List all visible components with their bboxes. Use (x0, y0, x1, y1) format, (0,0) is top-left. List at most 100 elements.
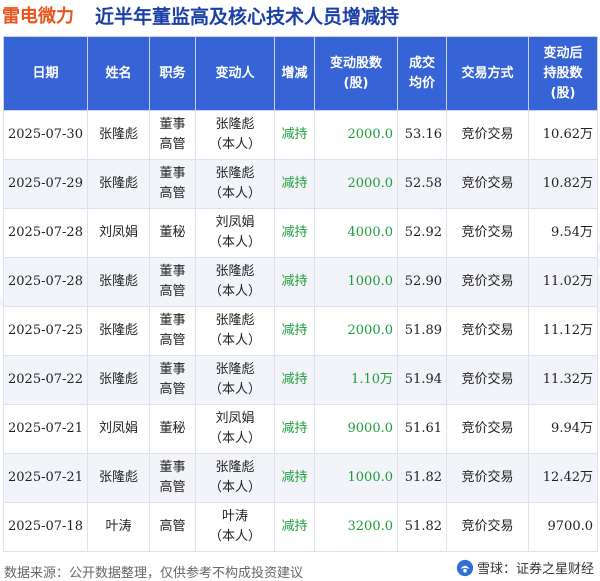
date-cell: 2025-07-21 (3, 453, 88, 503)
snowball-icon (456, 559, 474, 576)
brand-text: 雪球：证券之星财经 (476, 562, 594, 577)
name-cell: 张隆彪 (87, 110, 150, 160)
column-header: 成交 均价 (397, 36, 447, 111)
role-cell: 董秘 (149, 404, 196, 454)
holdings-after-cell: 11.12万 (528, 306, 598, 356)
table-row: 2025-07-25 张隆彪 董事 高管 张隆彪 （本人） 减持 2000.0 51.89 竞… (3, 306, 598, 356)
column-header: 增减 (274, 36, 315, 111)
header: 雷电微力 近半年董监高及核心技术人员增减持 (0, 0, 600, 34)
role-cell: 董秘 (149, 208, 196, 258)
table-row: 2025-07-29 张隆彪 董事 高管 张隆彪 （本人） 减持 2000.0 52.58 竞… (3, 159, 598, 209)
holdings-after-cell: 9.94万 (528, 404, 598, 454)
footer: 数据来源：公开数据整理，仅供参考不构成投资建议 雪球：证券之星财经 (0, 558, 600, 581)
direction-cell: 减持 (274, 257, 315, 307)
role-cell: 董事 高管 (149, 453, 196, 503)
method-cell: 竞价交易 (446, 257, 529, 307)
method-cell: 竞价交易 (446, 355, 529, 405)
changer-cell: 张隆彪 （本人） (195, 355, 275, 405)
brand-label: 雪球：证券之星财经 (456, 558, 594, 577)
date-cell: 2025-07-21 (3, 404, 88, 454)
holdings-after-cell: 10.62万 (528, 110, 598, 160)
name-cell: 张隆彪 (87, 159, 150, 209)
shares-cell: 1000.0 (314, 453, 398, 503)
table-row: 2025-07-28 张隆彪 董事 高管 张隆彪 （本人） 减持 1000.0 52.90 竞… (3, 257, 598, 307)
method-cell: 竞价交易 (446, 110, 529, 160)
direction-cell: 减持 (274, 306, 315, 356)
changer-cell: 刘凤娟 （本人） (195, 404, 275, 454)
changer-cell: 叶涛 （本人） (195, 502, 275, 552)
price-cell: 52.58 (397, 159, 447, 209)
price-cell: 52.90 (397, 257, 447, 307)
role-cell: 董事 高管 (149, 355, 196, 405)
table-row: 2025-07-21 张隆彪 董事 高管 张隆彪 （本人） 减持 1000.0 51.82 竞… (3, 453, 598, 503)
date-cell: 2025-07-18 (3, 502, 88, 552)
direction-cell: 减持 (274, 208, 315, 258)
date-cell: 2025-07-28 (3, 208, 88, 258)
price-cell: 52.92 (397, 208, 447, 258)
name-cell: 刘凤娟 (87, 208, 150, 258)
price-cell: 51.82 (397, 453, 447, 503)
column-header: 变动股数 (股) (314, 36, 398, 111)
direction-cell: 减持 (274, 355, 315, 405)
date-cell: 2025-07-28 (3, 257, 88, 307)
data-source-note: 数据来源：公开数据整理，仅供参考不构成投资建议 (4, 566, 304, 581)
direction-cell: 减持 (274, 110, 315, 160)
price-cell: 51.94 (397, 355, 447, 405)
name-cell: 张隆彪 (87, 257, 150, 307)
table-row: 2025-07-21 刘凤娟 董秘 刘凤娟 （本人） 减持 9000.0 51.61 竞价交易… (3, 404, 598, 454)
column-header: 交易方式 (446, 36, 529, 111)
direction-cell: 减持 (274, 453, 315, 503)
role-cell: 董事 高管 (149, 159, 196, 209)
holdings-after-cell: 10.82万 (528, 159, 598, 209)
price-cell: 51.89 (397, 306, 447, 356)
shares-cell: 1000.0 (314, 257, 398, 307)
changer-cell: 张隆彪 （本人） (195, 110, 275, 160)
role-cell: 董事 高管 (149, 257, 196, 307)
method-cell: 竞价交易 (446, 404, 529, 454)
price-cell: 51.82 (397, 502, 447, 552)
name-cell: 刘凤娟 (87, 404, 150, 454)
holdings-after-cell: 9.54万 (528, 208, 598, 258)
direction-cell: 减持 (274, 159, 315, 209)
holdings-change-table: 日期 姓名 职务 变动人 增减 变动股数 (股) 成交 均价 交易方式 变动后 持股数 (股) … (3, 36, 598, 552)
method-cell: 竞价交易 (446, 208, 529, 258)
column-header: 日期 (3, 36, 88, 111)
shares-cell: 2000.0 (314, 110, 398, 160)
holdings-after-cell: 9700.0 (528, 502, 598, 552)
company-name: 雷电微力 (2, 6, 74, 27)
date-cell: 2025-07-25 (3, 306, 88, 356)
changer-cell: 张隆彪 （本人） (195, 257, 275, 307)
price-cell: 53.16 (397, 110, 447, 160)
direction-cell: 减持 (274, 404, 315, 454)
table-row: 2025-07-18 叶涛 高管 叶涛 （本人） 减持 3200.0 51.82 竞价交易 97… (3, 502, 598, 552)
table-header-row: 日期 姓名 职务 变动人 增减 变动股数 (股) 成交 均价 交易方式 变动后 持股数 (股) (3, 36, 598, 111)
name-cell: 叶涛 (87, 502, 150, 552)
role-cell: 董事 高管 (149, 306, 196, 356)
changer-cell: 张隆彪 （本人） (195, 453, 275, 503)
date-cell: 2025-07-29 (3, 159, 88, 209)
name-cell: 张隆彪 (87, 355, 150, 405)
role-cell: 董事 高管 (149, 110, 196, 160)
page-title: 近半年董监高及核心技术人员增减持 (95, 6, 400, 28)
column-header: 变动后 持股数 (股) (528, 36, 598, 111)
shares-cell: 2000.0 (314, 159, 398, 209)
method-cell: 竞价交易 (446, 502, 529, 552)
holdings-after-cell: 12.42万 (528, 453, 598, 503)
table-row: 2025-07-30 张隆彪 董事 高管 张隆彪 （本人） 减持 2000.0 53.16 竞… (3, 110, 598, 160)
column-header: 职务 (149, 36, 196, 111)
changer-cell: 刘凤娟 （本人） (195, 208, 275, 258)
method-cell: 竞价交易 (446, 306, 529, 356)
shares-cell: 3200.0 (314, 502, 398, 552)
holdings-after-cell: 11.02万 (528, 257, 598, 307)
changer-cell: 张隆彪 （本人） (195, 159, 275, 209)
date-cell: 2025-07-30 (3, 110, 88, 160)
date-cell: 2025-07-22 (3, 355, 88, 405)
shares-cell: 4000.0 (314, 208, 398, 258)
column-header: 变动人 (195, 36, 275, 111)
method-cell: 竞价交易 (446, 453, 529, 503)
shares-cell: 1.10万 (314, 355, 398, 405)
holdings-after-cell: 11.32万 (528, 355, 598, 405)
shares-cell: 9000.0 (314, 404, 398, 454)
table-body: 2025-07-30 张隆彪 董事 高管 张隆彪 （本人） 减持 2000.0 53.16 竞… (3, 110, 598, 552)
table-row: 2025-07-22 张隆彪 董事 高管 张隆彪 （本人） 减持 1.10万 51.94 竞价… (3, 355, 598, 405)
